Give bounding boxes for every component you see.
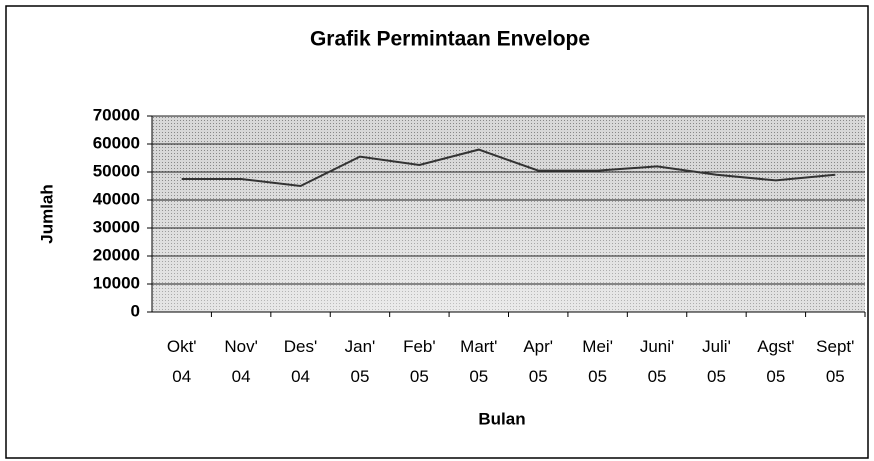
y-tick-label: 40000: [93, 189, 140, 208]
x-tick-label: Jan' 05: [344, 337, 376, 386]
x-tick-label: Juni' 05: [639, 337, 675, 386]
y-tick-label: 60000: [93, 133, 140, 152]
data-line: [181, 148, 836, 188]
x-tick-label: Sept' 05: [816, 337, 855, 386]
x-tick-label: Feb' 05: [403, 337, 436, 386]
y-tick-label: 20000: [93, 245, 140, 264]
x-tick-label: Okt' 04: [166, 337, 197, 386]
x-tick-label: Mei' 05: [582, 337, 613, 386]
y-tick-label: 0: [131, 301, 140, 320]
plot-shade: [152, 116, 865, 312]
x-tick-label: Des' 04: [283, 337, 318, 386]
x-axis-label: Bulan: [478, 409, 525, 428]
y-axis-label: Jumlah: [37, 184, 56, 244]
x-tick-label: Juli' 05: [702, 337, 731, 386]
x-tick-label: Nov' 04: [224, 337, 258, 386]
x-tick-label: Mart' 05: [460, 337, 498, 386]
y-tick-label: 30000: [93, 217, 140, 236]
y-tick-label: 10000: [93, 273, 140, 292]
chart-title: Grafik Permintaan Envelope: [310, 28, 590, 51]
y-tick-label: 70000: [93, 105, 140, 124]
y-tick-label: 50000: [93, 161, 140, 180]
x-tick-label: Apr' 05: [523, 337, 554, 386]
x-tick-label: Agst' 05: [757, 337, 795, 386]
